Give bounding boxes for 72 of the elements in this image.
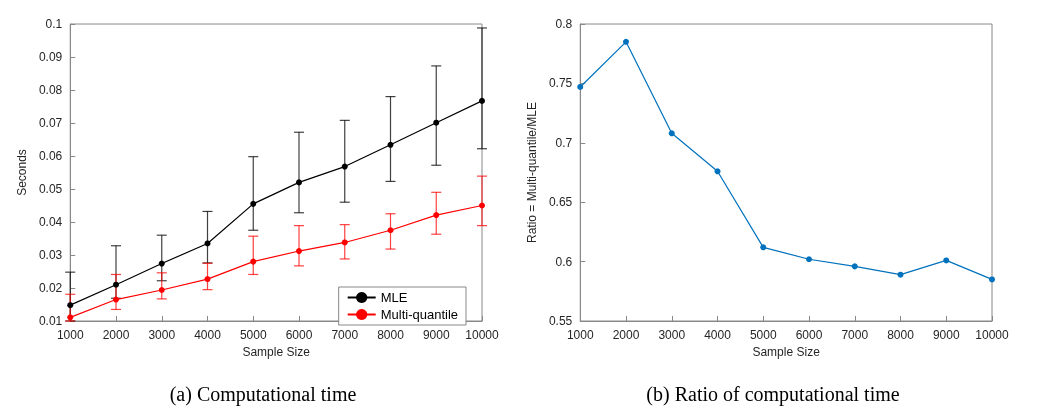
y-tick-label: 0.75 [548, 76, 573, 91]
y-tick-label: 0.8 [555, 17, 573, 31]
point [479, 97, 485, 104]
y-tick-label: 0.08 [38, 83, 63, 97]
y-tick-label: 0.7 [555, 135, 573, 150]
y-axis-title: Seconds [15, 149, 29, 196]
x-tick-label: 8000 [377, 328, 405, 342]
x-tick-label: 9000 [422, 328, 450, 342]
y-tick-label: 0.09 [38, 50, 63, 64]
point [433, 119, 440, 126]
point [158, 260, 165, 267]
point [760, 244, 767, 251]
y-tick-label: 0.02 [38, 281, 63, 295]
point [387, 141, 394, 148]
y-tick-label: 0.07 [38, 116, 63, 130]
point [668, 130, 675, 137]
y-tick-label: 0.05 [38, 182, 63, 196]
x-tick-label: 5000 [749, 328, 777, 342]
x-tick-label: 3000 [148, 328, 176, 342]
point [250, 258, 257, 265]
x-axis-title: Sample Size [242, 344, 311, 359]
x-tick-label: 2000 [102, 328, 130, 342]
legend-label: Multi-quantile [380, 307, 459, 322]
legend-label: MLE [380, 290, 408, 305]
text: (b) Ratio of computational time [646, 383, 900, 406]
x-tick-label: 3000 [658, 328, 686, 342]
y-tick-label: 0.06 [38, 149, 63, 163]
y-tick-label: 0.65 [548, 195, 573, 210]
y-tick-label: 0.01 [38, 314, 63, 328]
x-tick-label: 2000 [612, 328, 640, 342]
y-tick-label: 0.04 [38, 215, 63, 229]
point [296, 248, 302, 255]
text: (a) Computational time [169, 383, 357, 406]
y-tick-label: 0.6 [555, 254, 573, 269]
point [204, 276, 211, 283]
point [943, 257, 950, 264]
x-tick-label: 10000 [465, 328, 500, 342]
point [67, 302, 74, 309]
x-tick-label: 10000 [975, 328, 1010, 342]
point [623, 38, 629, 45]
point [296, 179, 302, 186]
x-tick-label: 6000 [795, 328, 823, 342]
point [158, 286, 165, 293]
x-tick-label: 1000 [566, 328, 594, 342]
point [433, 212, 440, 219]
x-tick-label: 1000 [56, 328, 84, 342]
x-tick-label: 8000 [887, 328, 915, 342]
x-tick-label: 5000 [239, 328, 267, 342]
x-tick-label: 7000 [331, 328, 359, 342]
x-tick-label: 9000 [932, 328, 960, 342]
point [113, 296, 119, 303]
x-tick-label: 4000 [194, 328, 222, 342]
point [989, 276, 995, 283]
point [851, 263, 858, 270]
point [250, 200, 257, 207]
y-tick-label: 0.55 [548, 314, 573, 328]
point [714, 168, 721, 175]
point [204, 240, 211, 247]
point [113, 281, 119, 288]
x-tick-label: 7000 [841, 328, 869, 342]
point [387, 227, 394, 234]
x-axis-title: Sample Size [752, 344, 821, 359]
point [341, 163, 348, 170]
point [341, 239, 348, 246]
y-tick-label: 0.1 [45, 17, 63, 31]
x-tick-label: 4000 [704, 328, 732, 342]
y-tick-label: 0.03 [38, 248, 63, 262]
y-axis-title: Ratio = Multi-quantile/MLE [525, 101, 539, 244]
point [577, 83, 584, 90]
point [479, 202, 485, 209]
point [806, 256, 812, 263]
x-tick-label: 6000 [285, 328, 313, 342]
